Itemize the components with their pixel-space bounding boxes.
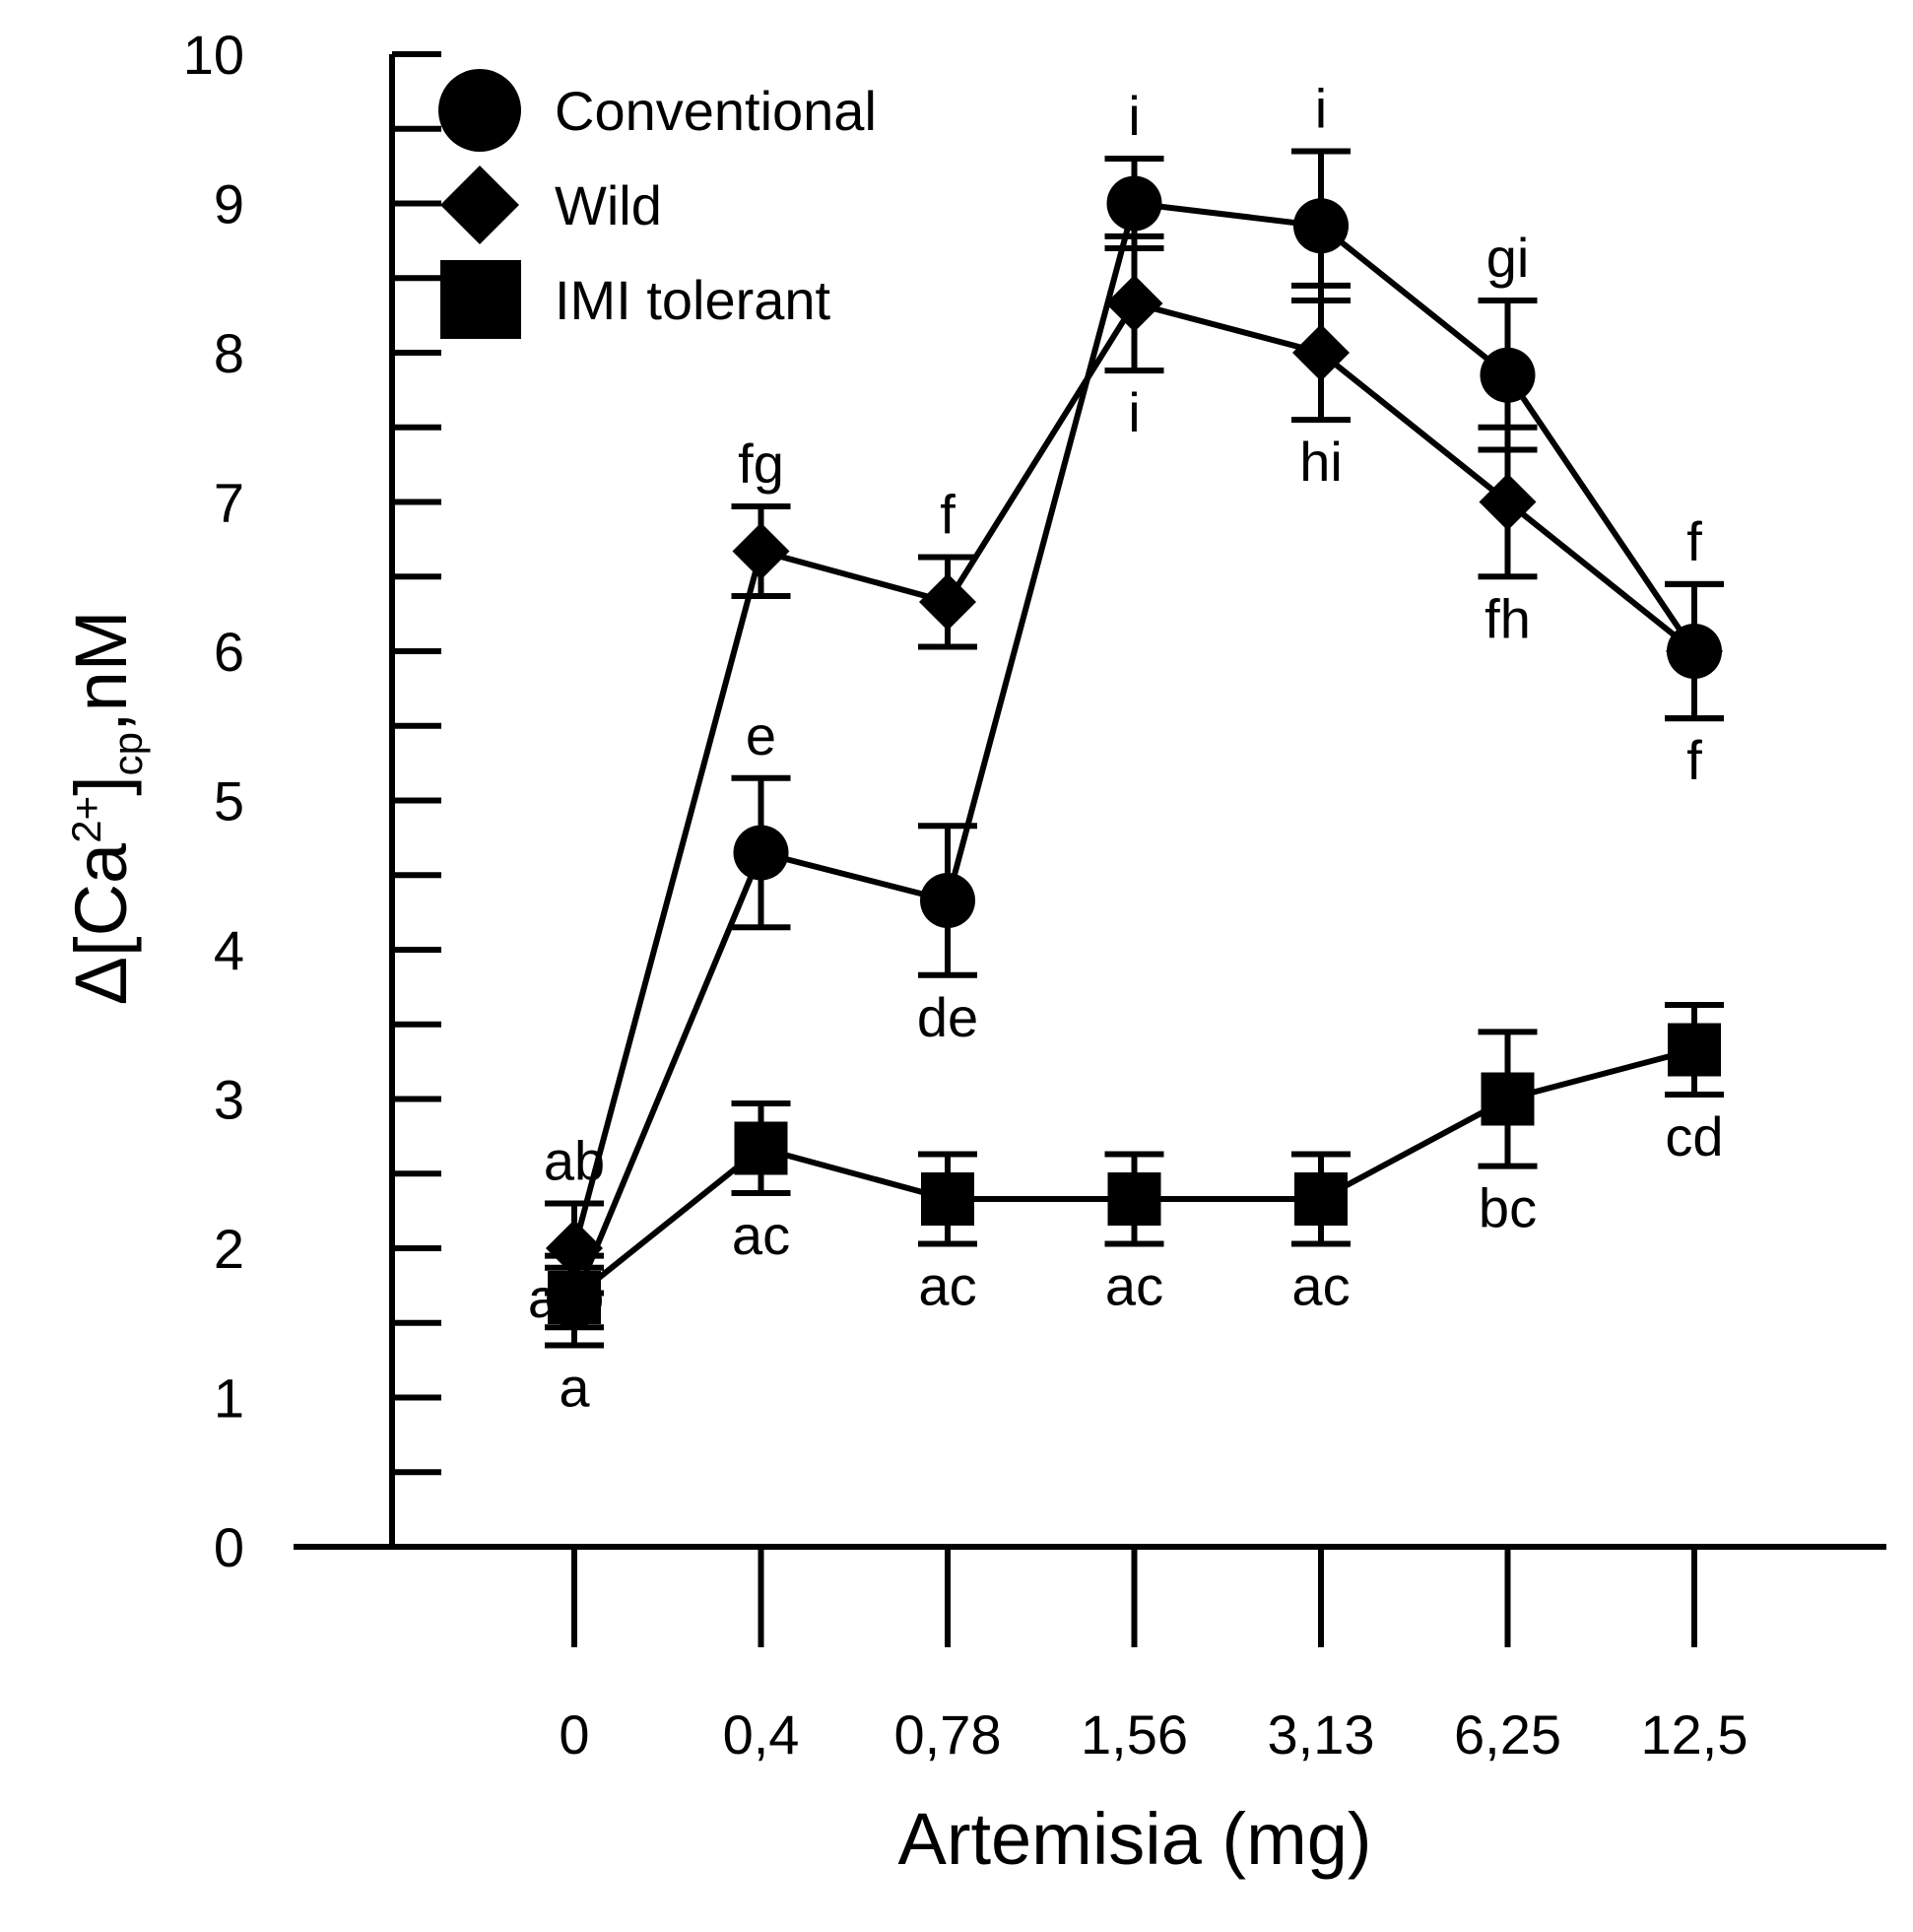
data-point bbox=[732, 522, 790, 580]
significance-label: ab bbox=[544, 1130, 605, 1192]
significance-label: ac bbox=[918, 1254, 976, 1316]
legend-label: Wild bbox=[555, 174, 662, 236]
data-point bbox=[920, 873, 975, 929]
data-point bbox=[1294, 1172, 1348, 1227]
data-point bbox=[1106, 175, 1162, 232]
y-axis-title-suffix: ,nM bbox=[60, 611, 142, 732]
y-axis-title: Δ[Ca2+]cp,nM bbox=[60, 611, 151, 1006]
significance-label: de bbox=[917, 986, 978, 1048]
x-axis-title: Artemisia (mg) bbox=[897, 1798, 1371, 1880]
data-point bbox=[1668, 1023, 1721, 1077]
series-square: a ac ac ac ac bc cd bbox=[528, 1002, 1724, 1331]
data-point bbox=[546, 1220, 603, 1277]
significance-label: gi bbox=[1486, 227, 1530, 289]
significance-label: ac bbox=[1105, 1254, 1163, 1316]
data-point bbox=[1105, 275, 1163, 333]
y-axis-title-subscript: cp bbox=[104, 732, 151, 775]
data-point bbox=[1480, 347, 1536, 403]
x-tick-label: 12,5 bbox=[1641, 1703, 1748, 1765]
y-tick-label: 0 bbox=[214, 1516, 244, 1578]
data-point bbox=[1481, 1072, 1535, 1126]
significance-label: fg bbox=[738, 433, 784, 495]
data-point bbox=[1292, 324, 1350, 381]
y-tick-label: 9 bbox=[214, 173, 244, 235]
x-tick-label: 0,78 bbox=[894, 1703, 1002, 1765]
x-tick-label: 0,4 bbox=[723, 1703, 800, 1765]
significance-label: i bbox=[1315, 77, 1327, 139]
data-point bbox=[921, 1172, 974, 1227]
legend: Conventional Wild IMI tolerant bbox=[438, 69, 877, 339]
significance-label: f bbox=[940, 484, 956, 546]
significance-label: f bbox=[1686, 729, 1702, 791]
significance-label: f bbox=[1686, 510, 1702, 572]
series-layer: a e de i i gi f ab fg f i hi fh f a ac ac ac ac bc cd bbox=[528, 77, 1724, 1418]
data-point bbox=[1479, 473, 1537, 531]
legend-item: Wild bbox=[440, 166, 662, 244]
legend-marker bbox=[440, 260, 521, 339]
significance-label: hi bbox=[1299, 431, 1343, 493]
data-point bbox=[1107, 1172, 1161, 1227]
significance-label: cd bbox=[1665, 1105, 1723, 1167]
y-axis-title-superscript: 2+ bbox=[63, 796, 109, 843]
data-point bbox=[1293, 198, 1349, 254]
legend-marker bbox=[440, 166, 519, 244]
significance-label: i bbox=[1128, 85, 1140, 147]
y-tick-label: 8 bbox=[214, 322, 244, 384]
legend-item: IMI tolerant bbox=[440, 260, 831, 339]
y-tick-label: 5 bbox=[214, 770, 244, 833]
x-tick-label: 0 bbox=[559, 1703, 589, 1765]
significance-label: ac bbox=[1291, 1254, 1350, 1316]
y-tick-label: 2 bbox=[214, 1218, 244, 1280]
significance-label: i bbox=[1128, 381, 1140, 443]
x-tick-label: 1,56 bbox=[1081, 1703, 1188, 1765]
y-tick-label: 7 bbox=[214, 472, 244, 534]
data-point bbox=[733, 825, 789, 881]
significance-label: e bbox=[746, 704, 776, 766]
significance-label: fh bbox=[1484, 587, 1531, 649]
significance-label: a bbox=[559, 1356, 590, 1418]
legend-item: Conventional bbox=[438, 69, 877, 152]
data-point bbox=[734, 1121, 788, 1175]
legend-label: IMI tolerant bbox=[555, 269, 831, 331]
y-tick-label: 1 bbox=[214, 1367, 244, 1430]
data-point bbox=[919, 573, 976, 632]
x-tick-label: 6,25 bbox=[1454, 1703, 1561, 1765]
x-tick-label: 3,13 bbox=[1268, 1703, 1375, 1765]
legend-label: Conventional bbox=[555, 80, 877, 142]
y-tick-label: 10 bbox=[183, 24, 244, 86]
significance-label: a bbox=[528, 1267, 560, 1329]
data-point bbox=[1666, 623, 1723, 680]
y-tick-label: 3 bbox=[214, 1069, 244, 1131]
y-tick-label: 6 bbox=[214, 621, 244, 683]
data-point bbox=[548, 1270, 601, 1324]
ticks: 0 1 2 3 4 5 6 7 8 9 10 0 0,4 0,78 1,56 3,13 6,25 12,5 bbox=[183, 24, 1748, 1765]
y-axis-title-prefix: Δ[Ca bbox=[60, 842, 142, 1005]
y-axis-title-close: ] bbox=[60, 775, 142, 796]
significance-label: bc bbox=[1479, 1177, 1537, 1239]
legend-marker bbox=[438, 69, 521, 152]
y-tick-label: 4 bbox=[214, 919, 244, 981]
series-diamond: ab fg f i hi fh f bbox=[544, 233, 1724, 1297]
significance-label: ac bbox=[732, 1204, 790, 1266]
